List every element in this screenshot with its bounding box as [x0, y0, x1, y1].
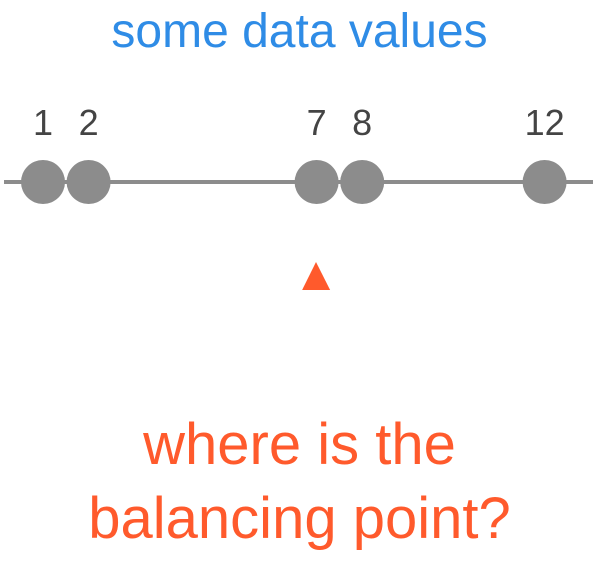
question-text: where is the balancing point?: [0, 408, 599, 556]
data-point-1: [21, 160, 65, 204]
fulcrum-triangle: [302, 262, 331, 290]
question-line-1: where is the: [143, 412, 456, 477]
data-point-7: [294, 160, 339, 204]
data-point-2: [66, 160, 111, 204]
data-point-12: [522, 160, 567, 204]
value-label-8: 8: [352, 102, 372, 143]
question-line-2: balancing point?: [88, 486, 511, 551]
value-labels: 1 2 7 8 12: [33, 102, 565, 143]
number-line: 1 2 7 8 12: [4, 102, 593, 290]
value-label-2: 2: [79, 102, 99, 143]
value-label-7: 7: [307, 102, 327, 143]
data-points: [21, 160, 567, 204]
value-label-12: 12: [525, 102, 565, 143]
value-label-1: 1: [33, 102, 53, 143]
data-point-8: [340, 160, 385, 204]
diagram-title: some data values: [111, 5, 488, 58]
